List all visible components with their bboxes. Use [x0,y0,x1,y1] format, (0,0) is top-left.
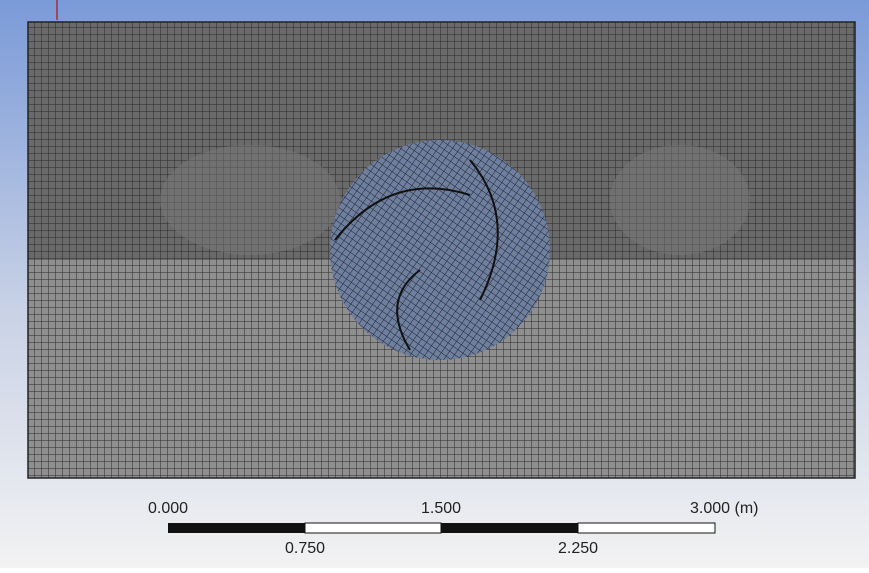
scale-label: 3.000 (m) [690,500,758,517]
scale-label: 1.500 [421,500,461,517]
scale-label: 2.250 [558,540,598,557]
scale-label: 0.000 [148,500,188,517]
mesh [28,22,855,478]
scale-label: 0.750 [285,540,325,557]
graphics-viewport: 0.000 1.500 3.000 (m) 0.750 2.250 [0,0,869,568]
scale-bar [168,523,715,533]
page: 0.000 1.500 3.000 (m) 0.750 2.250 (() =>… [0,0,869,568]
